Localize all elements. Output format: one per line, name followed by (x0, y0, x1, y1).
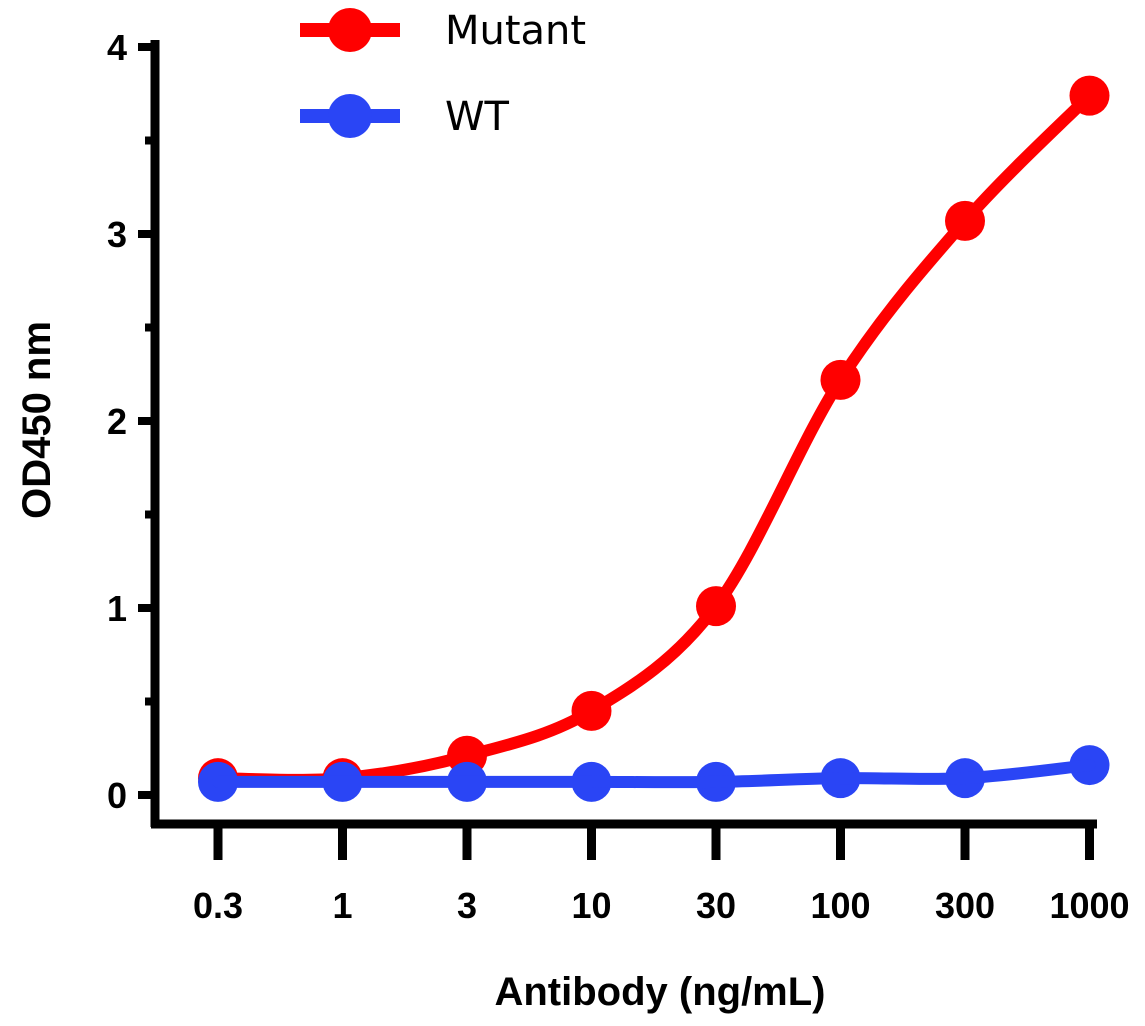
x-tick-label: 1 (332, 885, 352, 926)
series-line (212, 759, 1096, 789)
y-tick-label: 0 (107, 775, 127, 816)
series-mutant (198, 75, 1110, 799)
y-tick-label: 3 (107, 214, 127, 255)
x-axis-title: Antibody (ng/mL) (494, 970, 825, 1014)
x-tick-label: 0.3 (193, 885, 243, 926)
legend-marker (328, 8, 372, 52)
y-axis-title: OD450 nm (15, 321, 59, 519)
x-tick-label: 30 (696, 885, 736, 926)
x-tick-label: 3 (457, 885, 477, 926)
x-tick-label: 100 (810, 885, 870, 926)
y-tick-label: 2 (107, 401, 127, 442)
legend-marker (328, 94, 372, 138)
axes: 0 1 2 3 4 0.3 1 3 10 30 100 300 1000 (107, 27, 1130, 926)
x-tick-label: 300 (935, 885, 995, 926)
y-tick-label: 4 (107, 27, 127, 68)
y-tick-label: 1 (107, 588, 127, 629)
legend-label: WT (445, 94, 510, 140)
x-tick-label: 1000 (1049, 885, 1129, 926)
legend-label: Mutant (445, 8, 586, 54)
series-line (212, 89, 1096, 786)
legend: Mutant WT (300, 8, 586, 140)
series-layer (198, 75, 1110, 802)
series-wt (198, 745, 1110, 802)
x-tick-label: 10 (571, 885, 611, 926)
